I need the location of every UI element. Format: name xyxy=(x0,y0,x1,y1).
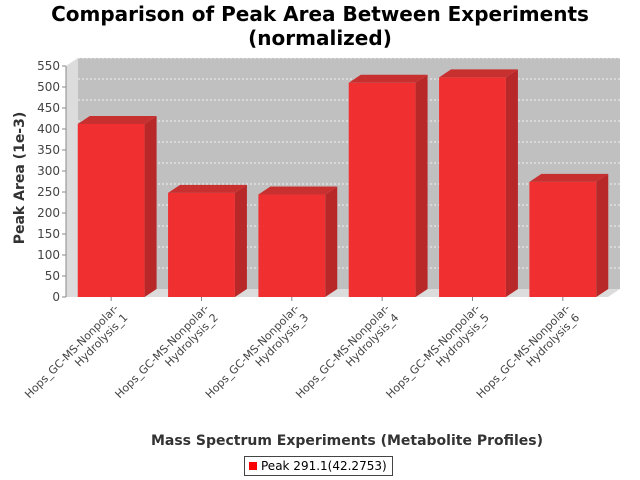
bar-front xyxy=(168,192,235,297)
bar-top xyxy=(168,184,247,193)
bar-top xyxy=(348,74,428,83)
y-tick-label: 500 xyxy=(37,80,60,94)
bars xyxy=(77,69,609,298)
x-tick-label-line: Hops_GC-MS-Nonpolar- xyxy=(474,302,573,401)
bar-side xyxy=(415,74,428,297)
y-axis-label: Peak Area (1e-3) xyxy=(12,112,28,245)
y-tick-label: 300 xyxy=(37,164,60,178)
bar-top xyxy=(258,186,338,195)
x-tick-label-line: Hops_GC-MS-Nonpolar- xyxy=(203,302,302,401)
bar xyxy=(258,186,338,297)
y-tick-label: 200 xyxy=(37,206,60,220)
y-tick-label: 550 xyxy=(37,59,60,73)
bar-side xyxy=(325,186,338,297)
bar-side xyxy=(505,69,518,297)
x-tick-label-line: Hops_GC-MS-Nonpolar- xyxy=(384,302,483,401)
x-axis-label: Mass Spectrum Experiments (Metabolite Pr… xyxy=(151,433,543,449)
x-tick-label-line: Hops_GC-MS-Nonpolar- xyxy=(22,302,121,401)
bar-front xyxy=(258,194,326,297)
bar-front xyxy=(77,123,145,298)
y-tick-label: 450 xyxy=(37,101,60,115)
x-tick-label-line: Hops_GC-MS-Nonpolar- xyxy=(293,302,392,401)
bar-side xyxy=(144,115,157,298)
y-tick-label: 250 xyxy=(37,185,60,199)
y-tick-label: 400 xyxy=(37,122,60,136)
bar-top xyxy=(529,173,609,182)
chart-title-line-2: (normalized) xyxy=(248,26,392,50)
bar-side xyxy=(596,173,609,297)
bar-front xyxy=(439,77,506,297)
plot-left-wall xyxy=(66,58,78,297)
x-tick-label: Hops_GC-MS-Nonpolar-Hydrolysis_6 xyxy=(474,302,582,410)
bar-front xyxy=(348,82,416,297)
bar-top xyxy=(77,115,157,124)
chart-title-line-1: Comparison of Peak Area Between Experime… xyxy=(51,2,589,26)
chart-title: Comparison of Peak Area Between Experime… xyxy=(0,2,640,50)
bar xyxy=(168,184,247,297)
y-tick-label: 50 xyxy=(45,269,60,283)
legend-swatch xyxy=(249,462,257,470)
y-tick-label: 350 xyxy=(37,143,60,157)
legend-label: Peak 291.1(42.2753) xyxy=(261,459,387,473)
bar-top xyxy=(439,69,518,78)
legend: Peak 291.1(42.2753) xyxy=(244,456,393,476)
bar-side xyxy=(234,184,247,297)
bar xyxy=(439,69,518,297)
x-tick-label-line: Hops_GC-MS-Nonpolar- xyxy=(113,302,212,401)
y-tick-label: 0 xyxy=(52,290,60,304)
y-tick-label: 100 xyxy=(37,248,60,262)
bar xyxy=(348,74,428,297)
y-tick-label: 150 xyxy=(37,227,60,241)
bar xyxy=(529,173,609,297)
bar-front xyxy=(529,181,597,297)
bar xyxy=(77,115,157,298)
